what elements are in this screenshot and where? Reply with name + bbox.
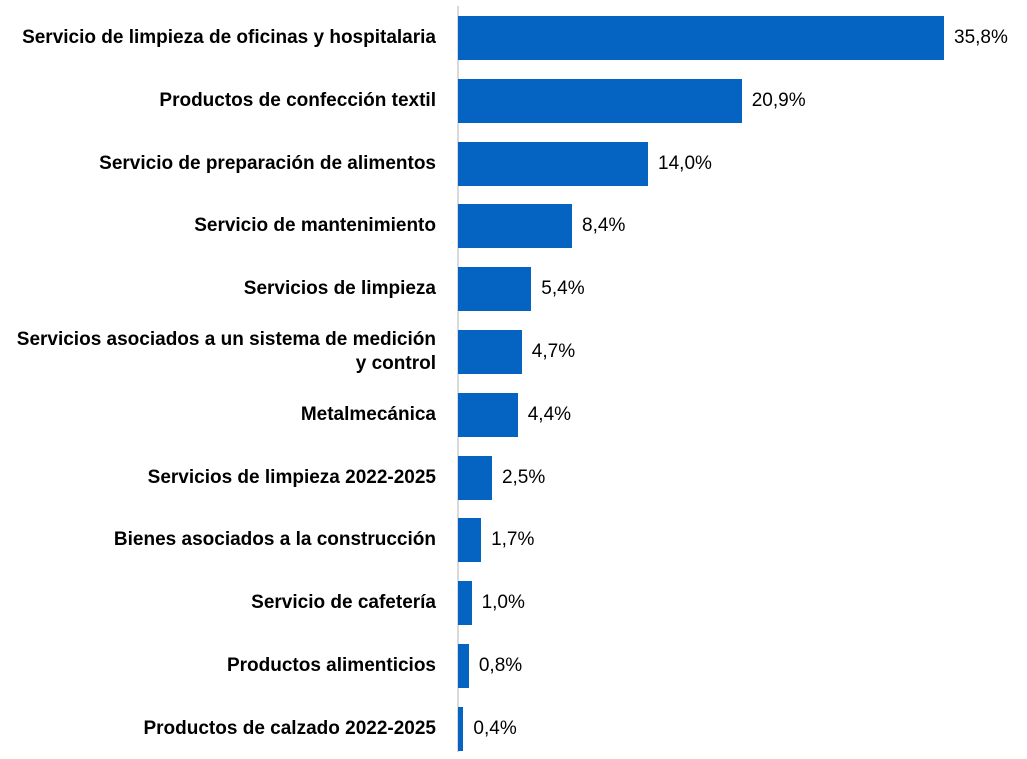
bar <box>458 644 469 688</box>
category-label: Servicio de mantenimiento <box>194 215 436 237</box>
value-label: 4,7% <box>531 341 576 362</box>
bar <box>458 267 532 312</box>
value-label: 1,7% <box>491 529 535 551</box>
category-label: Metalmecánica <box>300 403 436 425</box>
bar <box>458 518 482 563</box>
category-label: Productos alimenticios <box>226 655 436 676</box>
category-label: Servicio de preparación de alimentos <box>99 152 436 174</box>
category-label: Bienes asociados a la construcción <box>113 529 436 551</box>
bar <box>458 141 649 186</box>
bar <box>458 392 518 437</box>
value-label: 0,4% <box>473 717 517 739</box>
bar <box>458 706 464 751</box>
value-label: 4,4% <box>527 403 572 425</box>
value-label: 1,0% <box>481 592 525 614</box>
category-label: Servicio de limpieza de oficinas y hospi… <box>22 27 436 48</box>
value-label: 20,9% <box>751 89 806 111</box>
bar <box>458 455 492 500</box>
bar <box>458 204 573 249</box>
bar <box>458 16 944 60</box>
value-label: 8,4% <box>582 215 626 237</box>
category-axis <box>457 6 459 752</box>
value-label: 5,4% <box>541 278 585 300</box>
value-label: 14,0% <box>658 152 712 174</box>
category-label: Servicios asociados a un sistema de medi… <box>16 329 436 374</box>
category-label: Productos de confección textil <box>159 89 436 111</box>
value-label: 35,8% <box>954 27 1008 48</box>
bar <box>458 581 472 626</box>
category-label: Productos de calzado 2022-2025 <box>143 717 436 739</box>
value-label: 0,8% <box>478 655 523 676</box>
category-label: Servicio de cafetería <box>251 592 436 614</box>
value-label: 2,5% <box>501 466 546 488</box>
category-label: Servicios de limpieza 2022-2025 <box>147 466 436 488</box>
bar <box>458 78 742 123</box>
category-label: Servicios de limpieza <box>243 278 436 300</box>
bar <box>458 330 522 374</box>
